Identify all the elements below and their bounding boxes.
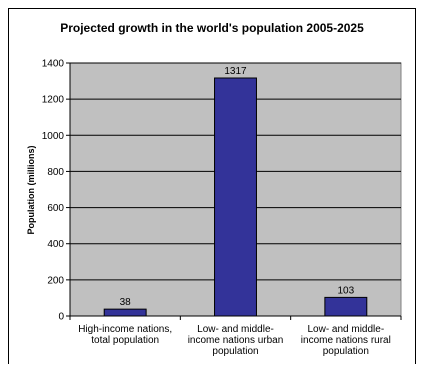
y-tick-label: 0: [58, 312, 64, 323]
y-tick-label: 800: [47, 167, 64, 178]
data-label: 38: [120, 297, 132, 308]
x-category-label: Low- and middle-: [307, 324, 384, 335]
chart-title: Projected growth in the world's populati…: [60, 21, 364, 35]
bar: [214, 77, 257, 317]
y-tick-label: 1000: [42, 131, 65, 142]
bar: [103, 308, 147, 317]
y-tick-label: 200: [47, 275, 64, 286]
y-axis-label: Population (millions): [26, 146, 36, 235]
data-label: 103: [337, 285, 354, 296]
y-tick-label: 1400: [42, 59, 65, 70]
x-category-label: Low- and middle-: [197, 324, 274, 335]
y-tick-label: 400: [47, 239, 64, 250]
x-category-label: income nations urban: [188, 335, 284, 346]
data-label: 1317: [224, 66, 247, 77]
bar: [324, 296, 368, 317]
x-category-label: High-income nations,: [78, 324, 172, 335]
y-tick-label: 1200: [42, 95, 65, 106]
y-tick-label: 600: [47, 203, 64, 214]
x-category-label: income nations rural: [301, 335, 391, 346]
x-category-label: population: [323, 346, 369, 357]
x-category-label: total population: [91, 335, 159, 346]
x-category-label: population: [212, 346, 258, 357]
